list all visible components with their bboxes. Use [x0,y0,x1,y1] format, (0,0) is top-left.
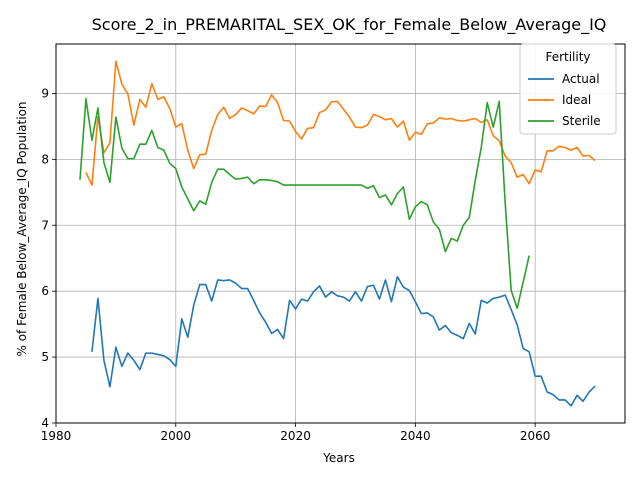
y-tick-label: 7 [41,218,49,232]
x-tick-label: 2060 [520,429,551,443]
y-tick-label: 9 [41,86,49,100]
x-axis-label: Years [322,451,355,465]
legend-label-ideal: Ideal [562,93,591,107]
legend-label-actual: Actual [562,72,600,86]
x-tick-label: 2000 [161,429,192,443]
y-tick-label: 6 [41,284,49,298]
x-tick-label: 2040 [400,429,431,443]
series-lines [79,60,596,407]
y-tick-label: 8 [41,152,49,166]
series-line-actual [91,275,596,407]
y-axis-ticks: 4 5 6 7 8 9 [41,86,56,430]
plot-frame [55,43,626,424]
x-tick-label: 2020 [280,429,311,443]
y-tick-label: 5 [41,350,49,364]
legend: Fertility Actual Ideal Sterile [519,43,617,135]
legend-entries: Actual Ideal Sterile [528,72,601,128]
y-tick-label: 4 [41,416,49,430]
y-axis-label: % of Female Below_Average_IQ Population [15,101,29,356]
series-line-ideal [85,60,596,186]
x-tick-label: 1980 [41,429,72,443]
legend-label-sterile: Sterile [562,114,601,128]
legend-title: Fertility [545,50,590,64]
series-line-sterile [79,97,530,310]
legend-box [519,43,617,135]
x-axis-ticks: 1980 2000 2020 2040 2060 [41,423,551,443]
chart-title: Score_2_in_PREMARITAL_SEX_OK_for_Female_… [92,15,607,35]
